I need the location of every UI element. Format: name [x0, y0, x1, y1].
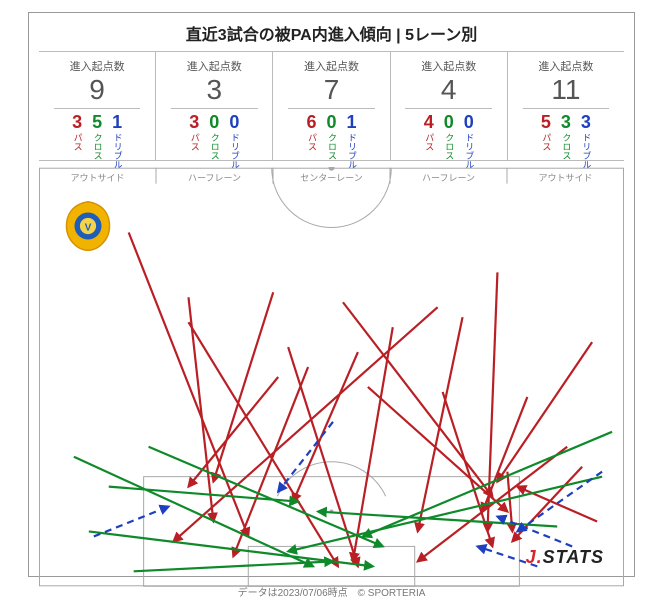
lane-stat: 進入起点数76パス0クロス1ドリブル: [273, 52, 390, 160]
pitch-lane-name: アウトサイド: [70, 171, 124, 184]
arrow-pass: [368, 387, 508, 512]
lane-stat: 進入起点数93パス5クロス1ドリブル: [39, 52, 156, 160]
arrow-pass: [188, 297, 213, 521]
lane-label: 進入起点数: [538, 58, 593, 74]
chart-frame: 直近3試合の被PA内進入傾向 | 5レーン別 進入起点数93パス5クロス1ドリブ…: [28, 12, 635, 577]
footer-text: データは2023/07/06時点 © SPORTERIA: [0, 584, 663, 599]
arrow-cross: [74, 457, 313, 567]
lane-label: 進入起点数: [421, 58, 476, 74]
breakdown-item: 0ドリブル: [229, 113, 239, 169]
lane-total: 9: [54, 74, 141, 109]
breakdown-item: 0クロス: [209, 113, 219, 169]
arrow-cross: [134, 561, 333, 571]
breakdown-item: 0ドリブル: [464, 113, 474, 169]
breakdown-item: 0クロス: [444, 113, 454, 169]
breakdown-item: 3パス: [189, 113, 199, 169]
pitch-svg: [39, 167, 624, 587]
brand-logo: J.STATS: [526, 547, 604, 568]
brand-j: J.: [526, 547, 543, 567]
arrow-pass: [288, 347, 358, 566]
lane-total: 11: [523, 74, 610, 109]
breakdown-item: 3ドリブル: [581, 113, 591, 169]
svg-text:V: V: [85, 223, 92, 234]
lane-breakdown: 3パス 0クロス 0ドリブル: [189, 113, 239, 169]
breakdown-item: 6パス: [306, 113, 316, 169]
lane-breakdown: 3パス 5クロス 1ドリブル: [72, 113, 122, 169]
arrow-dribble: [517, 472, 602, 532]
breakdown-item: 3クロス: [561, 113, 571, 169]
arrow-cross: [318, 512, 557, 527]
pitch-lane-name: ハーフレーン: [188, 171, 241, 184]
brand-rest: STATS: [543, 547, 604, 567]
arrow-pass: [174, 307, 438, 541]
lane-label: 進入起点数: [304, 58, 359, 74]
lane-breakdown: 4パス 0クロス 0ドリブル: [424, 113, 474, 169]
breakdown-item: 1ドリブル: [112, 113, 122, 169]
lane-total: 4: [405, 74, 492, 109]
breakdown-item: 0クロス: [327, 113, 337, 169]
lane-stat: 進入起点数33パス0クロス0ドリブル: [156, 52, 273, 160]
lane-label: 進入起点数: [70, 58, 125, 74]
arrow-dribble: [94, 507, 169, 537]
breakdown-item: 3パス: [72, 113, 82, 169]
lane-total: 3: [171, 74, 258, 109]
pitch-area: V アウトサイド ハーフレーン センターレーン ハーフレーン アウトサイド: [39, 167, 624, 587]
lane-label: 進入起点数: [187, 58, 242, 74]
chart-title: 直近3試合の被PA内進入傾向 | 5レーン別: [29, 13, 634, 51]
breakdown-item: 5パス: [541, 113, 551, 169]
breakdown-item: 5クロス: [92, 113, 102, 169]
lane-breakdown: 6パス 0クロス 1ドリブル: [306, 113, 356, 169]
arrow-pass: [512, 467, 582, 542]
team-logo: V: [61, 199, 115, 253]
lane-total: 7: [288, 74, 375, 109]
arrow-pass: [213, 292, 273, 481]
pitch-lane-name: アウトサイド: [538, 171, 592, 184]
breakdown-item: 1ドリブル: [347, 113, 357, 169]
lane-stat: 進入起点数44パス0クロス0ドリブル: [391, 52, 508, 160]
breakdown-item: 4パス: [424, 113, 434, 169]
pitch-lane-name: センターレーン: [300, 171, 363, 184]
lane-stat: 進入起点数115パス3クロス3ドリブル: [508, 52, 624, 160]
arrow-dribble: [278, 422, 333, 492]
lane-stats-row: 進入起点数93パス5クロス1ドリブル進入起点数33パス0クロス0ドリブル進入起点…: [39, 51, 624, 161]
arrow-pass: [343, 302, 492, 496]
arrow-pass: [418, 317, 463, 531]
pitch-lane-name: ハーフレーン: [422, 171, 475, 184]
arrow-dribble: [497, 517, 572, 547]
lane-breakdown: 5パス 3クロス 3ドリブル: [541, 113, 591, 169]
arrow-pass: [233, 367, 308, 556]
